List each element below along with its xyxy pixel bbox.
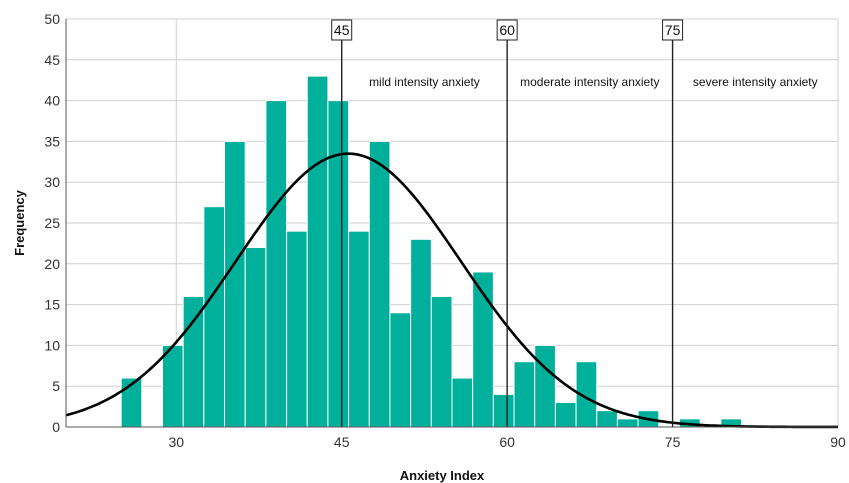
y-tick-label-45: 45 (44, 52, 60, 68)
normal-curve-layer (65, 152, 838, 429)
x-tick-label-75: 75 (665, 434, 681, 450)
histogram-bar-19 (534, 344, 556, 428)
histogram-bar-17 (492, 393, 515, 428)
y-tick-label-20: 20 (44, 256, 60, 272)
x-tick-label-90: 90 (830, 434, 846, 450)
y-axis-title: Frequency (12, 189, 27, 256)
histogram-bar-23 (616, 418, 639, 428)
histogram-bar-4 (224, 140, 246, 428)
histogram-bar-14 (430, 295, 453, 428)
histogram-bar-1 (162, 344, 184, 428)
histogram-bar-18 (513, 361, 536, 428)
y-tick-label-40: 40 (44, 93, 60, 109)
zone-label-2: severe intensity anxiety (693, 75, 818, 89)
zone-label-1: moderate intensity anxiety (520, 75, 659, 89)
y-tick-label-35: 35 (44, 133, 60, 149)
histogram-bar-22 (596, 410, 618, 428)
histogram-bar-2 (182, 295, 205, 428)
marker-box-75 (662, 19, 684, 41)
marker-label-60: 60 (499, 22, 515, 38)
y-tick-label-30: 30 (44, 174, 60, 190)
histogram-bar-5 (244, 246, 267, 428)
marker-box-60 (496, 19, 518, 41)
y-tick-label-10: 10 (44, 337, 60, 353)
marker-box-45 (331, 19, 353, 41)
histogram-bar-15 (451, 377, 474, 428)
normal-curve (65, 152, 838, 429)
y-tick-label-15: 15 (44, 297, 60, 313)
zone-label-0: mild intensity anxiety (369, 75, 480, 89)
x-axis-title: Anxiety Index (400, 468, 485, 483)
histogram-bar-9 (327, 100, 350, 428)
y-tick-label-0: 0 (52, 419, 60, 435)
histogram-bar-7 (286, 230, 308, 428)
axes (65, 19, 838, 428)
tick-labels: 0 5 10 15 20 25 30 35 40 45 50 30 45 60 75 90 (44, 11, 846, 450)
histogram-bar-3 (203, 206, 226, 428)
y-tick-label-25: 25 (44, 215, 60, 231)
histogram-bars (120, 75, 742, 428)
threshold-markers: 45 60 75 mild intensity anxiety moderate int… (331, 19, 818, 427)
histogram-bar-8 (306, 75, 329, 428)
x-tick-label-45: 45 (334, 434, 350, 450)
histogram-bar-11 (368, 140, 391, 428)
x-tick-label-30: 30 (168, 434, 184, 450)
histogram-bar-13 (410, 238, 432, 428)
x-tick-label-60: 60 (499, 434, 515, 450)
histogram-bar-20 (554, 402, 577, 428)
y-tick-label-50: 50 (44, 11, 60, 27)
marker-label-45: 45 (334, 22, 350, 38)
histogram-bar-10 (348, 230, 370, 428)
y-tick-label-5: 5 (52, 378, 60, 394)
histogram-bar-6 (265, 100, 288, 428)
histogram-bar-12 (389, 312, 412, 428)
marker-label-75: 75 (665, 22, 681, 38)
